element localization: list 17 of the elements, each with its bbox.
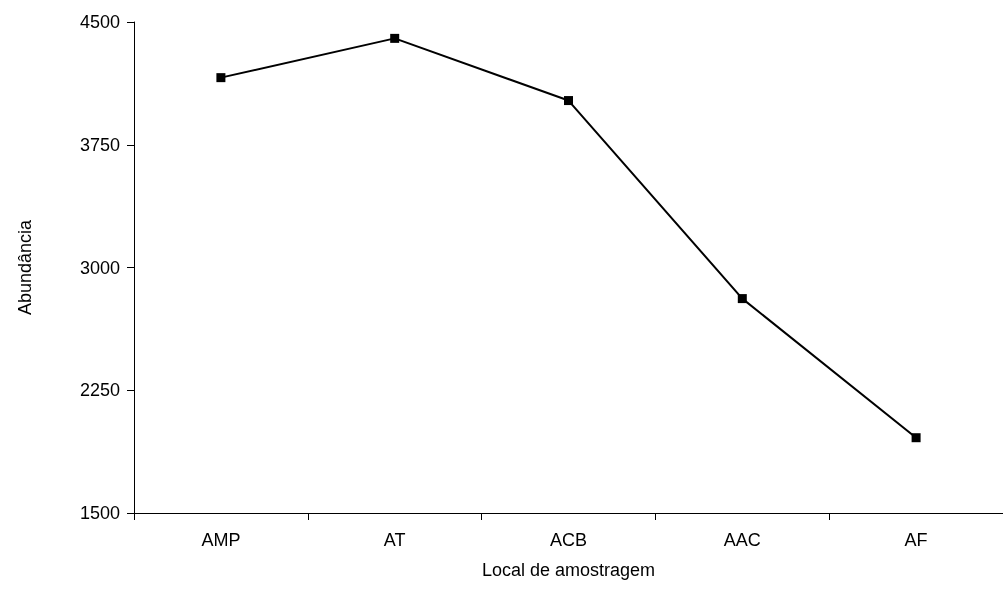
point <box>390 33 400 43</box>
point <box>737 294 747 304</box>
y-tick-label: 2250 <box>79 380 120 401</box>
x-tick-label: AAC <box>723 530 761 550</box>
x-axis-title: Local de amostragem <box>481 560 656 580</box>
y-axis-title: Abundância <box>15 218 35 316</box>
y-tick-label: 4500 <box>79 12 120 32</box>
point <box>564 96 573 106</box>
x-tick-label: AT <box>383 530 406 550</box>
x-tick-label: AF <box>904 530 928 550</box>
y-tick-label: 3750 <box>79 134 120 155</box>
y-tick-label: 1500 <box>79 503 120 523</box>
x-tick-label: AMP <box>201 530 241 550</box>
point <box>911 433 921 443</box>
point <box>216 73 226 83</box>
y-tick-label: 3000 <box>79 257 120 278</box>
x-tick-label: ACB <box>549 530 588 550</box>
